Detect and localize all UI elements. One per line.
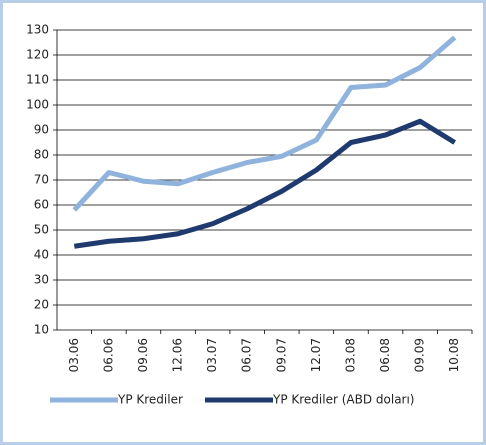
x-tick-label: 10.08 bbox=[447, 338, 461, 372]
y-tick-label: 10 bbox=[34, 323, 49, 337]
legend-label: YP Krediler (ABD doları) bbox=[272, 393, 415, 407]
legend-label: YP Krediler bbox=[117, 393, 183, 407]
y-tick-label: 60 bbox=[34, 198, 49, 212]
x-tick-label: 09.06 bbox=[136, 338, 150, 372]
y-tick-label: 100 bbox=[26, 98, 49, 112]
y-tick-label: 130 bbox=[26, 23, 49, 37]
x-tick-label: 09.07 bbox=[274, 338, 288, 372]
y-tick-label: 30 bbox=[34, 273, 49, 287]
x-tick-label: 06.07 bbox=[240, 338, 254, 372]
x-tick-label: 06.06 bbox=[101, 338, 115, 372]
x-tick-label: 03.07 bbox=[205, 338, 219, 372]
y-tick-label: 80 bbox=[34, 148, 49, 162]
x-tick-label: 12.06 bbox=[171, 338, 185, 372]
y-tick-label: 120 bbox=[26, 48, 49, 62]
y-tick-label: 110 bbox=[26, 73, 49, 87]
series-line bbox=[73, 118, 457, 249]
series-line bbox=[72, 35, 457, 212]
x-tick-label: 03.06 bbox=[67, 338, 81, 372]
y-tick-label: 90 bbox=[34, 123, 49, 137]
x-tick-label: 06.08 bbox=[378, 338, 392, 372]
y-tick-label: 50 bbox=[34, 223, 49, 237]
x-tick-label: 09.09 bbox=[413, 338, 427, 372]
y-tick-label: 20 bbox=[34, 298, 49, 312]
x-tick-label: 03.08 bbox=[343, 338, 357, 372]
y-tick-label: 70 bbox=[34, 173, 49, 187]
y-tick-label: 40 bbox=[34, 248, 49, 262]
x-tick-label: 12.07 bbox=[309, 338, 323, 372]
